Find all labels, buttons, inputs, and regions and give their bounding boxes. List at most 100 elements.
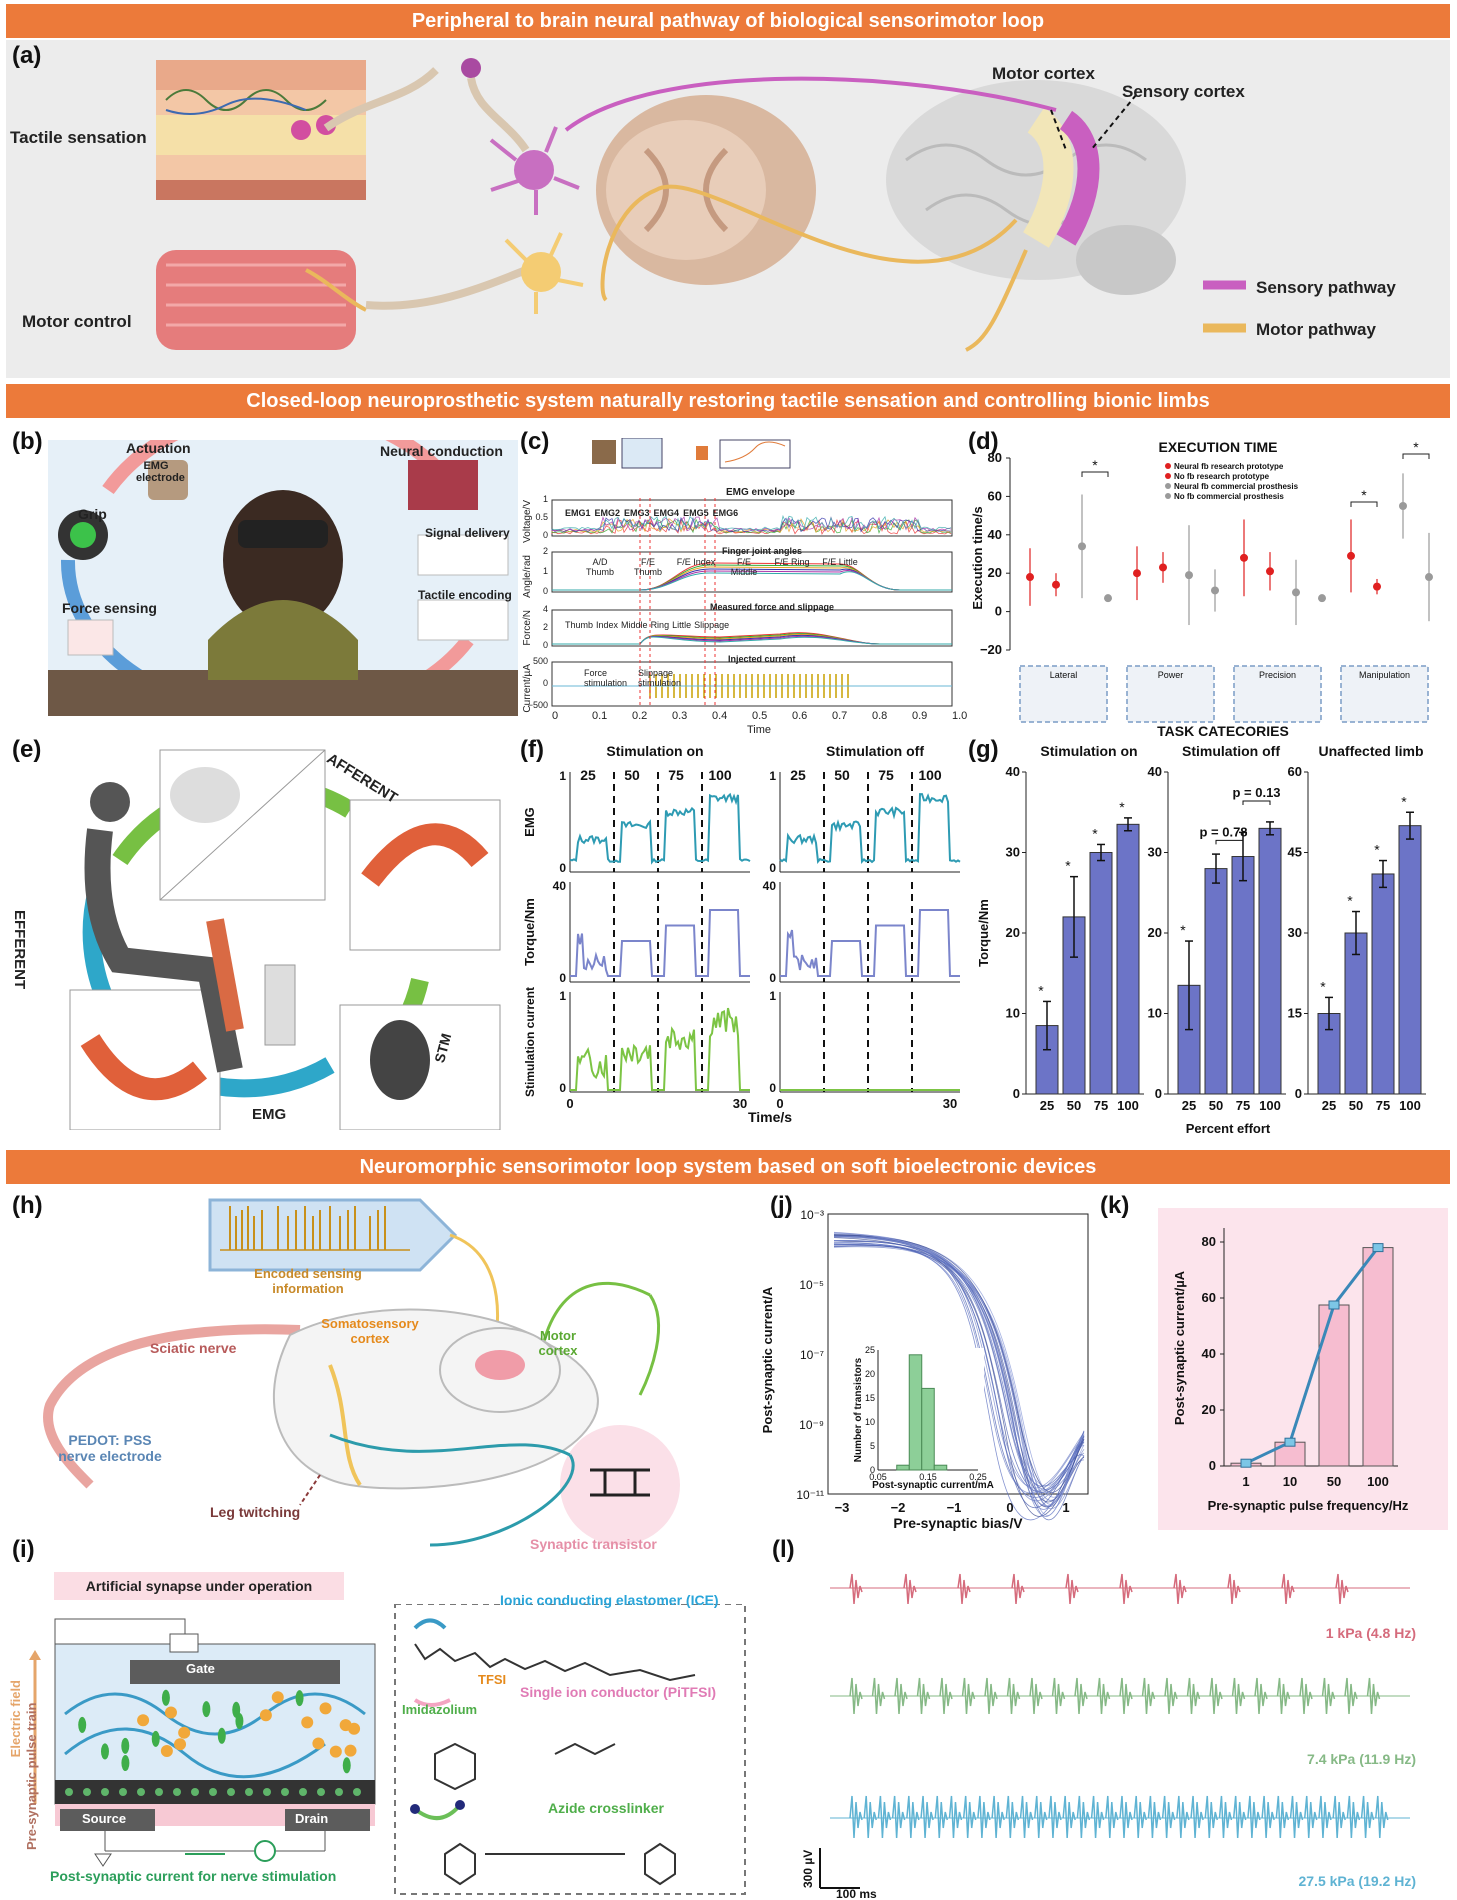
- g-ytick-label: 0: [1295, 1086, 1302, 1101]
- i-azide-label: Azide crosslinker: [548, 1800, 664, 1816]
- d-sig-bracket: [1350, 501, 1378, 507]
- i-ice-label: Ionic conducting elastomer (ICE): [500, 1592, 719, 1608]
- j-xtick: −1: [947, 1500, 962, 1515]
- g-xtick: 25: [1182, 1098, 1196, 1113]
- c-ylabel-angle: Angle/rad: [522, 555, 533, 598]
- panel-label-k: (k): [1100, 1192, 1130, 1219]
- f-ytick: 40: [553, 879, 567, 893]
- d-ytick-label: 20: [988, 565, 1002, 580]
- neural-conduction-label: Neural conduction: [380, 443, 503, 459]
- d-category-image: [1126, 665, 1215, 723]
- f-ytick: 0: [769, 1081, 776, 1095]
- c-force-legend: Thumb Index Middle Ring Little Slippage: [565, 620, 729, 630]
- g-xtick: 25: [1322, 1098, 1336, 1113]
- i-cation: [235, 1713, 244, 1730]
- k-marker: [1240, 1458, 1252, 1468]
- e-efferent-label: EFFERENT: [11, 910, 28, 990]
- panel-label-e: (e): [12, 736, 42, 763]
- g-sig-star: *: [1180, 922, 1186, 938]
- panel-label-i: (i): [12, 1536, 35, 1563]
- i-cation: [121, 1755, 130, 1772]
- g-sig-star: *: [1347, 893, 1353, 909]
- d-title: EXECUTION TIME: [1158, 439, 1277, 455]
- c-xtick: 0: [552, 710, 559, 722]
- j-xtick: −2: [891, 1500, 906, 1515]
- f-xlabel: Time/s: [748, 1109, 792, 1125]
- banner-bottom: Neuromorphic sensorimotor loop system ba…: [6, 1150, 1450, 1184]
- f-level-label: 50: [834, 767, 850, 783]
- legend-sensory-pathway: Sensory pathway: [1256, 278, 1396, 297]
- c-emg-channel: EMG1: [565, 508, 591, 518]
- g-pvalue: p = 0.78: [1199, 824, 1247, 839]
- g-bar: [1258, 827, 1282, 1095]
- i-anion: [178, 1726, 191, 1739]
- d-point: [1425, 573, 1433, 582]
- c-xtick: 0.1: [592, 710, 608, 722]
- j-xtick: −3: [835, 1500, 850, 1515]
- i-channel-charge: [209, 1788, 217, 1796]
- d-point: [1052, 580, 1060, 589]
- g-ytick-label: 40: [1006, 764, 1020, 779]
- i-presyn-label: Pre-synaptic pulse train: [24, 1702, 39, 1850]
- l-spikes: [849, 1795, 1389, 1839]
- d-ytick-label: 40: [988, 527, 1002, 542]
- d-ytick-label: 60: [988, 488, 1002, 503]
- k-marker: [1284, 1437, 1296, 1447]
- g-ytick-label: 0: [1155, 1086, 1162, 1101]
- f-ytick: 0: [559, 1081, 566, 1095]
- i-cation: [121, 1737, 130, 1754]
- i-anion: [348, 1722, 361, 1735]
- i-postsyn-label: Post-synaptic current for nerve stimulat…: [50, 1868, 337, 1884]
- j-inset-bar: [908, 1354, 923, 1471]
- d-category-label: Precision: [1259, 670, 1296, 680]
- c-angle-legend-item: A/D Thumb: [585, 557, 614, 577]
- motor-control-label: Motor control: [22, 312, 132, 331]
- emg-electrode-label: EMG electrode: [136, 460, 185, 484]
- d-point: [1266, 567, 1274, 576]
- l-scale-t-label: 100 ms: [836, 1887, 877, 1898]
- panel-j-chart: 10⁻³ 10⁻⁵ 10⁻⁷ 10⁻⁹ 10⁻¹¹ −3 −2 −1 0 1 Post-synapt…: [760, 1210, 1089, 1531]
- c-emg-channel: EMG4: [653, 508, 680, 518]
- f-ytick: 1: [769, 769, 776, 783]
- panel-b-illustration: [48, 440, 518, 716]
- i-channel-charge: [83, 1788, 91, 1796]
- d-point: [1185, 571, 1193, 580]
- h-pedot-label: PEDOT: PSS nerve electrode: [58, 1432, 162, 1464]
- g-bracket: [1242, 800, 1271, 805]
- d-point: [1133, 569, 1141, 578]
- d-category-label: Lateral: [1050, 670, 1078, 680]
- i-anion: [329, 1745, 342, 1758]
- i-gate-label: Gate: [186, 1661, 215, 1676]
- c-ytick: 0: [542, 678, 548, 688]
- g-ytick-label: 30: [1006, 845, 1020, 860]
- i-cation: [78, 1716, 87, 1733]
- k-ytick-label: 60: [1202, 1290, 1216, 1305]
- g-ytick-label: 20: [1148, 925, 1162, 940]
- c-ytick: 1: [542, 566, 548, 576]
- j-inset-xtick: 0.05: [869, 1472, 887, 1482]
- c-xlabel: Time: [747, 724, 772, 736]
- c-force-legend-item: Little: [672, 620, 692, 630]
- g-sig-star: *: [1374, 842, 1380, 858]
- panel-h-illustration: [43, 1198, 680, 1547]
- panel-a-illustration: [156, 58, 1246, 352]
- d-point: [1292, 588, 1300, 597]
- g-xtick: 75: [1094, 1098, 1108, 1113]
- d-legend-label: No fb commercial prosthesis: [1174, 492, 1284, 501]
- c-force-stim-label: Force stimulation: [584, 668, 628, 688]
- j-inset-ytick: 20: [865, 1369, 875, 1379]
- e-emg-label: EMG: [252, 1106, 287, 1123]
- i-anion: [319, 1702, 332, 1715]
- g-sig-star: *: [1092, 825, 1098, 841]
- i-channel-charge: [65, 1788, 73, 1796]
- i-anion: [344, 1744, 357, 1757]
- i-channel-charge: [137, 1788, 145, 1796]
- j-inset-xtick: 0.25: [969, 1472, 987, 1482]
- c-angle-legend-item: F/E Index: [676, 557, 716, 567]
- l-pressure-label: 1 kPa (4.8 Hz): [1326, 1625, 1416, 1641]
- k-line: [1245, 1246, 1380, 1465]
- j-inset-bar: [896, 1464, 910, 1471]
- k-marker: [1328, 1300, 1340, 1310]
- k-bar: [1362, 1247, 1394, 1467]
